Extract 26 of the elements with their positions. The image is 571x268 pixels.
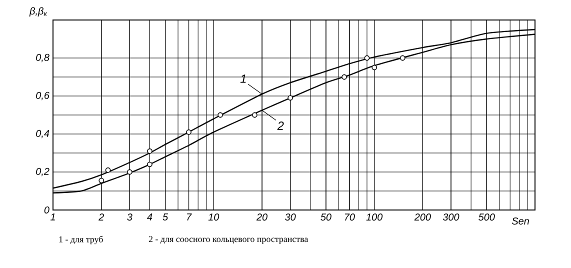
- x-tick-label: 5: [162, 214, 168, 220]
- y-tick-label: 0,2: [36, 168, 50, 176]
- x-tick-label: 7: [187, 214, 192, 220]
- y-tick-label: 0,8: [36, 54, 50, 62]
- x-tick-label: 100: [366, 214, 383, 221]
- x-tick-label: 4: [147, 214, 152, 220]
- x-axis-title: Sen: [512, 218, 529, 225]
- x-tick-label: 30: [285, 214, 296, 221]
- text: 2 - для соосного кольцевого пространства: [148, 236, 308, 244]
- x-tick-label: 2: [98, 214, 104, 220]
- y-tick-label: 0,4: [36, 130, 50, 138]
- y-axis-title: β,β$_{к}$: [29, 7, 48, 16]
- x-tick-label: 20: [256, 214, 268, 221]
- y-tick-label: 0: [44, 206, 50, 214]
- legend-label: 2: [277, 122, 284, 130]
- x-tick-label: 500: [478, 214, 495, 221]
- y-tick-label: 0,6: [36, 92, 50, 100]
- x-tick-label: 1: [50, 214, 55, 220]
- x-tick-label: 70: [344, 214, 355, 221]
- x-tick-label: 50: [320, 214, 332, 221]
- x-tick-label: 10: [208, 214, 220, 221]
- series-label: 1: [240, 74, 246, 83]
- x-tick-label: 3: [127, 214, 132, 221]
- x-tick-label: 300: [442, 214, 460, 221]
- x-tick-label: 200: [414, 214, 431, 221]
- text: 1 - для труб: [59, 236, 103, 244]
